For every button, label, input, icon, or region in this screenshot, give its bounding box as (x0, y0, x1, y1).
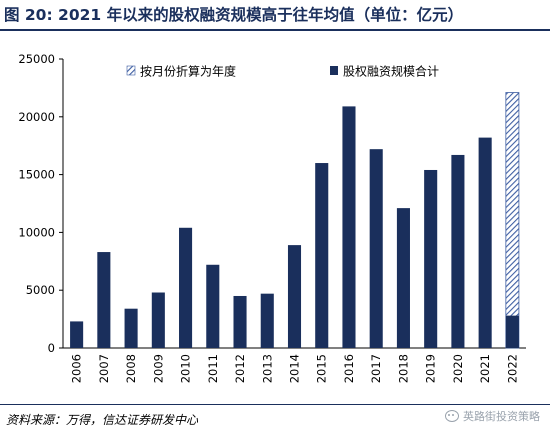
bar-total (478, 137, 492, 348)
x-tick-label: 2013 (260, 354, 274, 383)
x-tick-label: 2010 (179, 354, 193, 383)
legend-swatch-annualized (126, 65, 136, 76)
x-tick-label: 2011 (206, 354, 220, 383)
bar-total (451, 154, 465, 348)
bar-total (315, 163, 329, 348)
bar-total (260, 293, 274, 348)
bar-total (369, 149, 383, 348)
x-tick-label: 2009 (151, 354, 165, 383)
y-axis: 0 5000 10000 15000 20000 25000 (18, 52, 64, 355)
bars (70, 92, 520, 349)
wechat-icon (445, 410, 459, 422)
bar-total (233, 295, 247, 348)
y-tick-label: 10000 (18, 225, 55, 239)
x-tick-label: 2021 (478, 354, 492, 383)
legend: 按月份折算为年度 股权融资规模合计 (126, 64, 439, 79)
bar-total (179, 227, 193, 348)
legend-label: 按月份折算为年度 (140, 64, 236, 79)
bar-total (97, 252, 111, 348)
watermark-text: 英路街投资策略 (463, 410, 540, 423)
x-tick-label: 2012 (233, 354, 247, 383)
x-tick-label: 2008 (124, 354, 138, 383)
y-tick-label: 5000 (26, 283, 55, 297)
y-tick-label: 20000 (18, 110, 55, 124)
x-tick-label: 2019 (424, 354, 438, 383)
watermark: 英路街投资策略 (445, 408, 540, 424)
bar-annualized (505, 92, 520, 349)
legend-swatch-total (330, 66, 338, 75)
x-tick-label: 2017 (369, 354, 383, 383)
footer-rule (0, 404, 550, 405)
figure-title: 图 20: 2021 年以来的股权融资规模高于往年均值（单位：亿元） (4, 6, 464, 24)
bar-total (70, 321, 84, 348)
legend-label: 股权融资规模合计 (343, 64, 439, 79)
x-tick-label: 2014 (288, 354, 302, 383)
bar-total (151, 292, 165, 348)
bar-total (342, 106, 356, 349)
x-tick-label: 2022 (505, 354, 519, 383)
bar-total (206, 264, 220, 348)
x-tick-label: 2006 (70, 354, 84, 383)
bar-total (396, 208, 410, 348)
x-tick-label: 2020 (451, 354, 465, 383)
bar-total (124, 308, 138, 348)
x-tick-label: 2015 (315, 354, 329, 383)
x-tick-label: 2016 (342, 354, 356, 383)
bar-total (505, 315, 519, 348)
y-tick-label: 15000 (18, 168, 55, 182)
source-note: 资料来源：万得，信达证券研发中心 (6, 413, 199, 427)
bar-total (424, 169, 438, 348)
y-tick-label: 25000 (18, 52, 55, 66)
y-tick-label: 0 (48, 341, 55, 355)
x-tick-label: 2018 (396, 354, 410, 383)
x-tick-label: 2007 (97, 354, 111, 383)
bar-total (287, 245, 302, 348)
x-axis: 2006 2007 2008 2009 2010 2011 2012 2013 2014 2015… (63, 347, 526, 383)
title-rule (0, 29, 550, 31)
